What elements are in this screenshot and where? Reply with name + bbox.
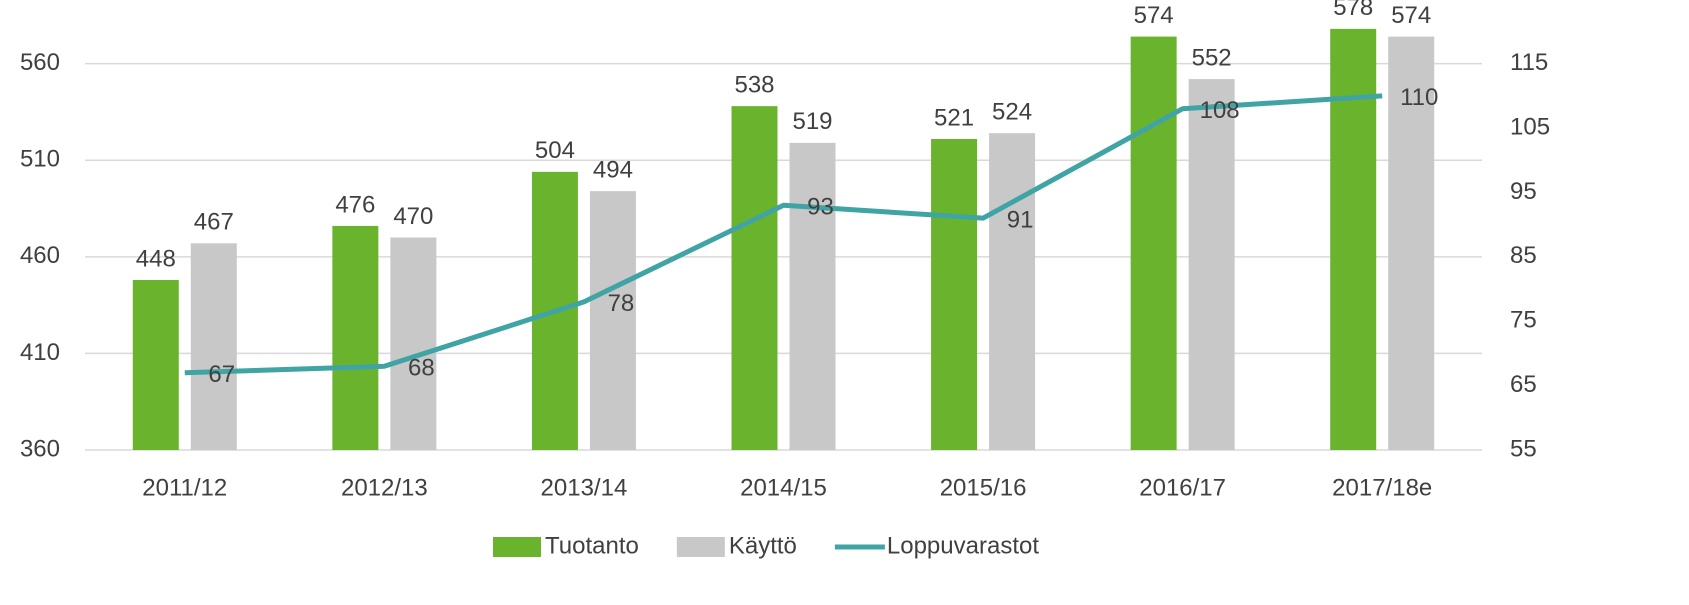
bar-value-label: 467 xyxy=(194,209,234,236)
x-tick-label: 2016/17 xyxy=(1139,474,1226,501)
y2-tick-label: 95 xyxy=(1510,178,1537,205)
bar-value-label: 552 xyxy=(1192,44,1232,71)
bar-value-label: 504 xyxy=(535,137,575,164)
bar xyxy=(589,191,636,451)
y-tick-label: 460 xyxy=(20,242,60,269)
line-value-label: 91 xyxy=(1007,207,1034,234)
bar xyxy=(1130,36,1177,450)
legend-label: Tuotanto xyxy=(545,532,639,559)
x-tick-label: 2013/14 xyxy=(541,474,628,501)
line-value-label: 68 xyxy=(408,355,435,382)
y-tick-label: 510 xyxy=(20,146,60,173)
legend-label: Loppuvarastot xyxy=(887,532,1039,559)
bar-value-label: 574 xyxy=(1134,2,1174,29)
bar xyxy=(1188,79,1235,450)
bar xyxy=(190,243,237,450)
legend-swatch xyxy=(493,537,541,557)
bar-value-label: 494 xyxy=(593,156,633,183)
bar xyxy=(731,106,778,451)
bar-value-label: 448 xyxy=(136,245,176,272)
bar-value-label: 524 xyxy=(992,99,1032,126)
line-value-label: 67 xyxy=(208,361,235,388)
y2-tick-label: 105 xyxy=(1510,113,1550,140)
y-tick-label: 410 xyxy=(20,339,60,366)
legend-swatch xyxy=(676,537,725,557)
line-value-label: 108 xyxy=(1200,97,1240,124)
bar xyxy=(332,225,379,450)
line-series xyxy=(184,93,1383,376)
bar-value-label: 578 xyxy=(1333,0,1373,21)
bar-value-label: 521 xyxy=(934,104,974,131)
bar xyxy=(390,237,437,450)
y2-tick-label: 85 xyxy=(1510,242,1537,269)
legend-label: Käyttö xyxy=(729,532,797,559)
bar xyxy=(1330,28,1377,450)
x-tick-label: 2014/15 xyxy=(740,474,827,501)
line-value-label: 78 xyxy=(608,290,635,317)
y2-tick-label: 115 xyxy=(1510,49,1548,76)
bar xyxy=(132,280,179,450)
bar xyxy=(1388,36,1435,450)
bar xyxy=(989,133,1036,450)
bar-value-label: 470 xyxy=(393,203,433,230)
line-value-label: 110 xyxy=(1400,84,1438,111)
bar-value-label: 519 xyxy=(792,108,832,135)
x-tick-label: 2012/13 xyxy=(341,474,428,501)
bar-value-label: 574 xyxy=(1391,2,1431,29)
y2-tick-label: 75 xyxy=(1510,307,1537,334)
x-tick-label: 2017/18e xyxy=(1332,474,1432,501)
y2-tick-label: 65 xyxy=(1510,371,1537,398)
x-tick-label: 2011/12 xyxy=(142,474,227,501)
bar xyxy=(931,138,978,450)
bar-value-label: 538 xyxy=(734,71,774,98)
bar-value-label: 476 xyxy=(335,191,375,218)
line-value-label: 93 xyxy=(807,194,834,221)
y-tick-label: 560 xyxy=(20,49,60,76)
y2-tick-label: 55 xyxy=(1510,435,1537,462)
bar xyxy=(789,142,836,450)
y-tick-label: 360 xyxy=(20,435,60,462)
x-tick-label: 2015/16 xyxy=(940,474,1027,501)
